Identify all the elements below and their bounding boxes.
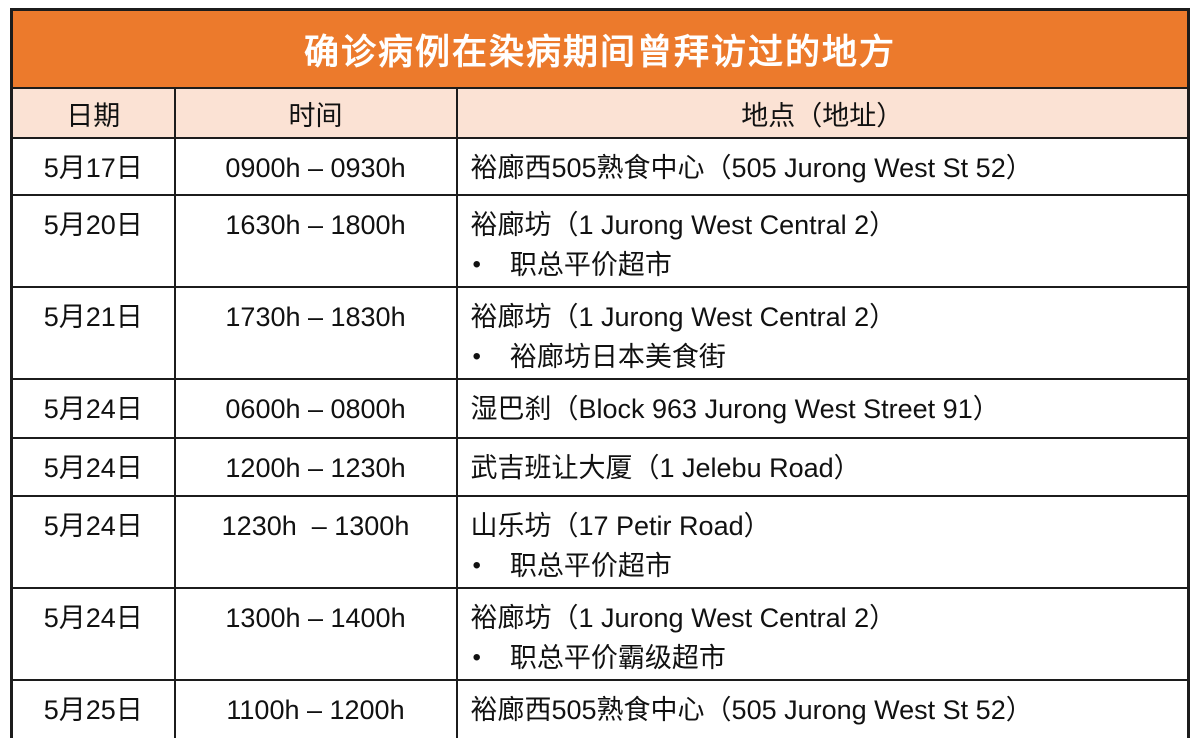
location-name: 湿巴刹（Block 963 Jurong West Street 91） — [470, 394, 1000, 424]
table-row: 5月17日 0900h – 0930h 裕廊西505熟食中心（505 Juron… — [10, 137, 1190, 196]
location-cell: 武吉班让大厦（1 Jelebu Road） — [455, 437, 1190, 497]
location-name: 武吉班让大厦（1 Jelebu Road） — [470, 453, 861, 483]
location-name: 裕廊坊（1 Jurong West Central 2） — [470, 603, 897, 633]
col-header-time: 时间 — [173, 87, 458, 139]
bullet-icon: • — [472, 343, 481, 370]
visited-places-table: 确诊病例在染病期间曾拜访过的地方 日期 时间 地点（地址） 5月17日 0900… — [10, 8, 1191, 738]
table-title: 确诊病例在染病期间曾拜访过的地方 — [10, 8, 1190, 89]
location-sub-item: • 职总平价超市 — [471, 245, 1182, 285]
column-header-row: 日期 时间 地点（地址） — [10, 87, 1190, 139]
date-cell: 5月24日 — [10, 378, 176, 439]
time-cell: 1300h – 1400h — [173, 587, 458, 681]
bullet-icon: • — [472, 251, 481, 278]
location-name: 裕廊坊（1 Jurong West Central 2） — [470, 302, 897, 332]
time-cell: 1730h – 1830h — [173, 286, 458, 380]
time-cell: 1630h – 1800h — [173, 194, 458, 288]
date-cell: 5月17日 — [10, 137, 176, 196]
location-sub-item: • 职总平价超市 — [471, 546, 1182, 586]
location-sub-label: 裕廊坊日本美食街 — [509, 342, 726, 372]
location-sub-label: 职总平价超市 — [509, 551, 672, 581]
location-cell: 裕廊西505熟食中心（505 Jurong West St 52） — [455, 679, 1190, 738]
date-cell: 5月24日 — [10, 495, 176, 589]
location-sub-label: 职总平价超市 — [509, 250, 672, 280]
date-cell: 5月24日 — [10, 587, 176, 681]
table-row: 5月24日 1200h – 1230h 武吉班让大厦（1 Jelebu Road… — [10, 437, 1190, 497]
table-row: 5月24日 0600h – 0800h 湿巴刹（Block 963 Jurong… — [10, 378, 1190, 439]
location-cell: 裕廊坊（1 Jurong West Central 2） • 职总平价超市 — [455, 194, 1190, 288]
time-cell: 1100h – 1200h — [173, 679, 458, 738]
location-name: 山乐坊（17 Petir Road） — [470, 511, 771, 541]
table-row: 5月25日 1100h – 1200h 裕廊西505熟食中心（505 Juron… — [10, 679, 1190, 738]
table-title-row: 确诊病例在染病期间曾拜访过的地方 — [10, 8, 1190, 89]
bullet-icon: • — [472, 552, 481, 579]
location-sub-item: • 裕廊坊日本美食街 — [471, 337, 1182, 377]
location-name: 裕廊西505熟食中心（505 Jurong West St 52） — [470, 695, 1033, 725]
date-cell: 5月24日 — [10, 437, 176, 497]
location-cell: 裕廊坊（1 Jurong West Central 2） • 裕廊坊日本美食街 — [455, 286, 1190, 380]
table-row: 5月21日 1730h – 1830h 裕廊坊（1 Jurong West Ce… — [10, 286, 1190, 380]
time-cell: 1230h – 1300h — [173, 495, 458, 589]
location-cell: 山乐坊（17 Petir Road） • 职总平价超市 — [455, 495, 1190, 589]
col-header-date: 日期 — [10, 87, 176, 139]
location-sub-label: 职总平价霸级超市 — [509, 643, 726, 673]
table-row: 5月24日 1230h – 1300h 山乐坊（17 Petir Road） •… — [10, 495, 1190, 589]
time-cell: 1200h – 1230h — [173, 437, 458, 497]
col-header-location: 地点（地址） — [455, 87, 1190, 139]
date-cell: 5月20日 — [10, 194, 176, 288]
date-cell: 5月21日 — [10, 286, 176, 380]
time-cell: 0600h – 0800h — [173, 378, 458, 439]
location-name: 裕廊西505熟食中心（505 Jurong West St 52） — [470, 153, 1033, 183]
table-row: 5月24日 1300h – 1400h 裕廊坊（1 Jurong West Ce… — [10, 587, 1190, 681]
location-cell: 裕廊西505熟食中心（505 Jurong West St 52） — [455, 137, 1190, 196]
date-cell: 5月25日 — [10, 679, 176, 738]
location-cell: 湿巴刹（Block 963 Jurong West Street 91） — [455, 378, 1190, 439]
location-sub-item: • 职总平价霸级超市 — [471, 638, 1182, 678]
bullet-icon: • — [472, 644, 481, 671]
location-name: 裕廊坊（1 Jurong West Central 2） — [470, 210, 897, 240]
time-cell: 0900h – 0930h — [173, 137, 458, 196]
location-cell: 裕廊坊（1 Jurong West Central 2） • 职总平价霸级超市 — [455, 587, 1190, 681]
table-row: 5月20日 1630h – 1800h 裕廊坊（1 Jurong West Ce… — [10, 194, 1190, 288]
